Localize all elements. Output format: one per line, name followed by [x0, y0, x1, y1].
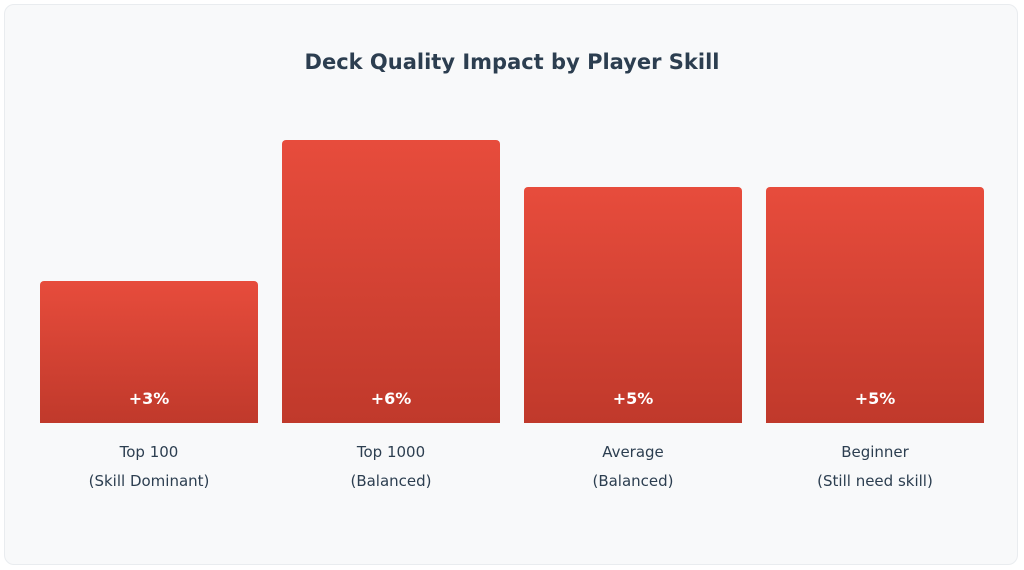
category-label: Beginner (Still need skill) [766, 438, 984, 496]
category-label: Average (Balanced) [524, 438, 742, 496]
category-label: Top 1000 (Balanced) [282, 438, 500, 496]
category-name: Average [602, 443, 664, 461]
bar-value-label: +6% [370, 388, 412, 408]
bar-value-label: +3% [128, 388, 170, 408]
bar-4: +5% [766, 187, 984, 423]
category-name: Top 100 [119, 443, 179, 461]
category-sublabel: (Still need skill) [817, 472, 933, 490]
bar-3: +5% [524, 187, 742, 423]
category-sublabel: (Balanced) [592, 472, 674, 490]
bar-1: +3% [40, 281, 258, 423]
category-name: Beginner [841, 443, 909, 461]
category-sublabel: (Balanced) [350, 472, 432, 490]
chart-title: Deck Quality Impact by Player Skill [304, 50, 720, 74]
bar-value-label: +5% [854, 389, 896, 408]
category-sublabel: (Skill Dominant) [88, 472, 210, 490]
category-name: Top 1000 [356, 443, 426, 461]
bar-2: +6% [282, 139, 500, 423]
bar-value-label: +5% [612, 389, 654, 408]
category-label: Top 100 (Skill Dominant) [40, 438, 258, 496]
